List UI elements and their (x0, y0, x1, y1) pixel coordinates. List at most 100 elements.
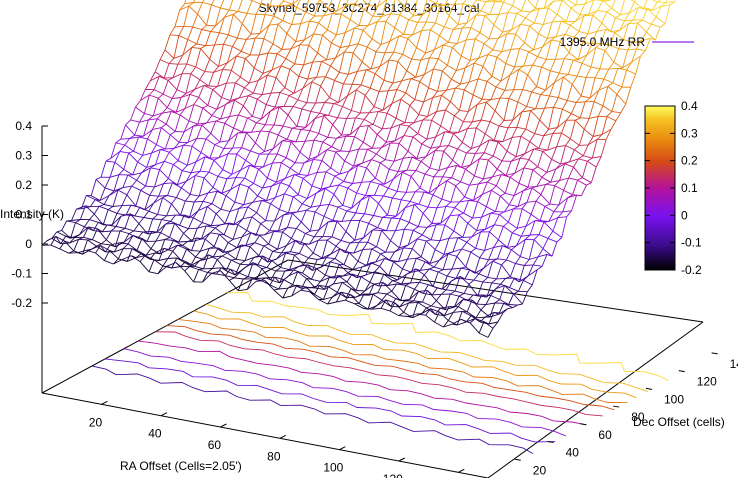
mesh-segment (452, 43, 458, 48)
mesh-segment (333, 194, 344, 206)
mesh-segment (547, 1, 554, 9)
mesh-segment (220, 195, 227, 210)
mesh-segment (370, 181, 380, 185)
mesh-segment (417, 133, 428, 140)
mesh-segment (438, 58, 448, 66)
mesh-segment (178, 241, 188, 243)
mesh-segment (182, 47, 193, 56)
mesh-segment (494, 195, 501, 212)
mesh-segment (326, 42, 332, 60)
mesh-segment (322, 221, 329, 237)
mesh-segment (457, 121, 464, 133)
mesh-segment (121, 194, 128, 206)
mesh-segment (340, 291, 347, 298)
mesh-segment (560, 145, 566, 165)
mesh-segment (592, 10, 599, 16)
mesh-segment (296, 6, 306, 13)
mesh-segment (416, 30, 422, 48)
mesh-segment (499, 214, 509, 223)
mesh-segment (459, 276, 470, 285)
mesh-segment (174, 114, 181, 132)
mesh-segment (351, 71, 358, 85)
mesh-segment (213, 255, 223, 258)
mesh-segment (623, 23, 629, 40)
mesh-segment (513, 190, 524, 196)
mesh-segment (589, 89, 600, 99)
mesh-segment (407, 257, 417, 260)
mesh-segment (424, 167, 431, 175)
mesh-segment (270, 106, 280, 112)
mesh-segment (305, 0, 310, 13)
mesh-segment (64, 240, 75, 252)
mesh-segment (389, 168, 399, 173)
mesh-segment (145, 252, 156, 256)
mesh-segment (425, 147, 432, 158)
mesh-segment (229, 9, 239, 12)
mesh-segment (538, 24, 544, 34)
mesh-segment (524, 148, 535, 155)
mesh-segment (180, 181, 187, 189)
mesh-segment (348, 70, 358, 75)
mesh-segment (543, 129, 549, 137)
mesh-segment (574, 145, 580, 151)
mesh-segment (507, 208, 514, 223)
mesh-segment (464, 269, 471, 280)
mesh-segment (665, 1, 676, 3)
mesh-segment (259, 52, 269, 56)
mesh-segment (574, 14, 581, 22)
mesh-segment (506, 29, 512, 35)
mesh-segment (227, 239, 234, 243)
mesh-segment (636, 48, 646, 52)
mesh-segment (403, 247, 413, 250)
mesh-segment (326, 257, 336, 260)
mesh-segment (293, 266, 299, 271)
mesh-segment (495, 174, 502, 186)
mesh-segment (248, 67, 255, 84)
mesh-segment (191, 145, 202, 153)
mesh-segment (546, 21, 553, 39)
mesh-segment (206, 24, 216, 27)
mesh-segment (152, 214, 158, 220)
mesh-segment (452, 237, 459, 252)
mesh-segment (446, 180, 456, 187)
mesh-segment (517, 225, 527, 229)
mesh-segment (625, 87, 632, 105)
mesh-segment (458, 293, 465, 297)
mesh-segment (296, 126, 306, 128)
mesh-segment (275, 162, 282, 183)
mesh-segment (499, 0, 503, 2)
mesh-segment (203, 200, 213, 205)
mesh-segment (613, 61, 623, 69)
mesh-segment (392, 280, 402, 285)
mesh-segment (309, 211, 316, 232)
mesh-segment (201, 206, 208, 223)
mesh-segment (534, 119, 541, 134)
mesh-segment (357, 260, 367, 267)
mesh-segment (459, 196, 465, 203)
mesh-segment (244, 256, 255, 262)
mesh-segment (139, 119, 149, 123)
mesh-segment (413, 14, 423, 17)
mesh-segment (307, 76, 317, 80)
mesh-segment (467, 121, 473, 129)
mesh-segment (233, 11, 239, 15)
mesh-segment (449, 290, 456, 295)
mesh-segment (326, 236, 333, 241)
mesh-segment (195, 48, 202, 68)
mesh-segment (217, 169, 224, 177)
mesh-segment (189, 175, 196, 195)
mesh-segment (205, 133, 212, 140)
mesh-segment (327, 29, 337, 36)
mesh-segment (244, 82, 250, 89)
mesh-segment (487, 261, 494, 278)
mesh-segment (242, 206, 249, 219)
mesh-segment (295, 140, 306, 143)
mesh-segment (282, 5, 289, 21)
mesh-segment (502, 160, 512, 162)
mesh-segment (422, 6, 432, 16)
mesh-segment (484, 121, 491, 134)
mesh-segment (459, 67, 466, 85)
mesh-segment (529, 220, 536, 236)
mesh-segment (452, 24, 459, 30)
mesh-segment (451, 70, 457, 80)
